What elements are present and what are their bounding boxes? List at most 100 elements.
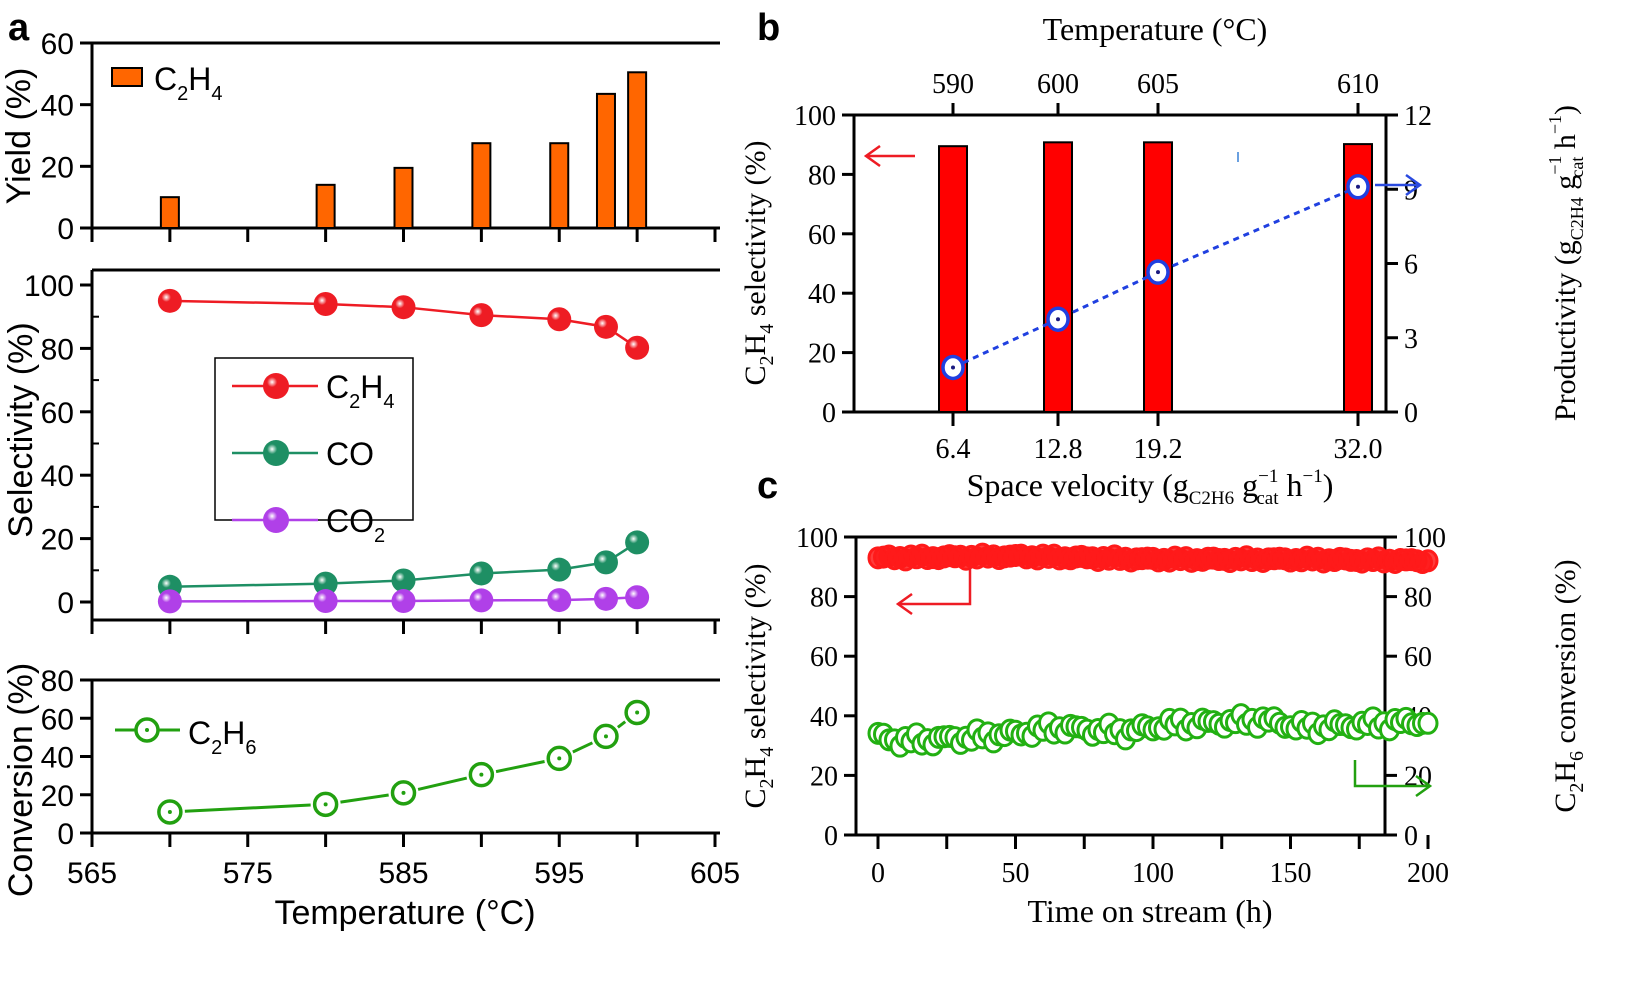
conversion-y-tick-label: 60 [41, 703, 74, 736]
panel-c-right-arrow [1353, 760, 1433, 798]
panel-c-x-tick-label: 100 [1132, 858, 1174, 889]
panel-b-right-axis-label: Productivity (gC2H4 g−1 cat h−1) [1545, 105, 1587, 421]
panel-b-left-tick-label: 80 [808, 160, 836, 191]
selectivity-point [1417, 549, 1439, 573]
productivity-line [952, 185, 1359, 369]
yield-y-tick-label: 60 [41, 28, 74, 61]
panel-b-bottom-axis-label: Space velocity (gC2H6 g−1 cat h−1) [967, 466, 1334, 509]
panel-c-left-tick-label: 40 [810, 702, 838, 733]
legend-marker-c2h4 [263, 373, 289, 399]
conversion-point-center [479, 772, 484, 777]
conversion-legend-label: C2H6 [188, 715, 256, 759]
conversion-line-segment [616, 720, 627, 729]
productivity-point-center [1156, 270, 1160, 275]
selectivity-subplot: 0 20 40 60 80 100 Selectivity (%) C2H4 CO CO2 [2, 268, 720, 634]
x-tick-label: 595 [534, 857, 584, 890]
panel-b-left-axis-label: C2H4 selectivity (%) [739, 141, 778, 386]
panel-a-x-axis-label: Temperature (°C) [274, 894, 535, 932]
panel-c-x-axis-label: Time on stream (h) [1027, 893, 1272, 929]
panel-b-frame [852, 113, 1388, 414]
conversion-line-segment [340, 793, 389, 804]
legend-marker-co2 [263, 507, 289, 533]
yield-bar [595, 92, 616, 229]
selectivity-point-co2 [391, 589, 416, 614]
panel-b: b Temperature (°C) 020406080100036912590… [739, 7, 1587, 509]
panel-c-right-tick-label: 0 [1404, 821, 1418, 852]
panel-b-right-tick-label: 6 [1404, 250, 1418, 281]
yield-legend-swatch [111, 67, 143, 87]
selectivity-y-tick-label: 0 [57, 587, 74, 620]
panel-b-top-tick-label: 605 [1137, 69, 1179, 100]
panel-b-top-tick-label: 610 [1337, 69, 1379, 100]
selectivity-axis-label: Selectivity (%) [2, 322, 40, 537]
panel-c-left-axis-label: C2H4 selectivity (%) [739, 564, 778, 809]
conversion-line-segment [417, 776, 468, 791]
selectivity-point-c2h4 [469, 303, 494, 328]
panel-b-left-arrow [863, 144, 915, 168]
selectivity-point-c2h4 [391, 295, 416, 320]
panel-b-top-axis-label: Temperature (°C) [1043, 11, 1268, 47]
selectivity-y-tick-label: 80 [41, 333, 74, 366]
panel-a: a 0 20 40 60 Yield (%) C2H4 0 20 40 60 80 100 Se… [0, 7, 740, 932]
productivity-point-center [951, 365, 955, 370]
panel-label-c: c [757, 465, 778, 507]
panel-b-right-tick-label: 3 [1404, 324, 1418, 355]
yield-legend: C2H4 [111, 61, 222, 105]
panel-c-left-tick-label: 80 [810, 583, 838, 614]
conversion-line-segment [572, 741, 594, 754]
panel-b-left-tick-label: 20 [808, 339, 836, 370]
panel-c-right-tick-label: 80 [1404, 583, 1432, 614]
conversion-y-tick-label: 80 [41, 665, 74, 698]
panel-c-right-axis-label: C2H6 conversion (%) [1549, 559, 1588, 812]
yield-bar [549, 142, 570, 229]
panel-c-left-tick-label: 0 [824, 821, 838, 852]
conversion-legend: C2H6 [115, 715, 256, 759]
legend-label-co2: CO2 [326, 503, 385, 547]
legend-label-c2h4: C2H4 [326, 369, 394, 413]
selectivity-y-tick-label: 60 [41, 397, 74, 430]
selectivity-point-co [391, 568, 416, 593]
conversion-point-center [635, 710, 640, 715]
productivity-point-center [1056, 317, 1060, 322]
x-tick-label: 585 [378, 857, 428, 890]
conversion-point-center [603, 734, 608, 739]
selectivity-point-co [593, 550, 618, 575]
conversion-point-center [323, 802, 328, 807]
conversion-line-segment [495, 760, 545, 774]
conversion-point-center [557, 756, 562, 761]
panel-b-bottom-tick-label: 12.8 [1034, 434, 1083, 465]
conversion-point-center [401, 790, 406, 795]
selectivity-point-co2 [593, 586, 618, 611]
yield-y-tick-label: 40 [41, 90, 74, 123]
conversion-y-tick-label: 40 [41, 742, 74, 775]
panel-label-b: b [757, 7, 780, 49]
conversion-axis-label: Conversion (%) [2, 663, 40, 897]
panel-c-frame [854, 535, 1387, 837]
yield-axis-label: Yield (%) [0, 68, 38, 205]
selectivity-point-co2 [469, 588, 494, 613]
productivity-point-center [1356, 184, 1360, 189]
x-tick-label: 575 [223, 857, 273, 890]
yield-bar [159, 196, 180, 230]
selectivity-point-co2 [157, 589, 182, 614]
conversion-y-tick-label: 0 [57, 818, 74, 851]
yield-subplot: 0 20 40 60 Yield (%) C2H4 [0, 28, 720, 246]
yield-legend-label: C2H4 [154, 61, 222, 105]
conversion-line-segment [184, 803, 311, 813]
selectivity-point-co [625, 530, 650, 555]
selectivity-point-c2h4 [547, 307, 572, 332]
yield-bar [471, 142, 492, 229]
selectivity-point-c2h4 [313, 292, 338, 317]
conversion-point-center [167, 809, 172, 814]
selectivity-bar [1043, 141, 1073, 413]
selectivity-point-c2h4 [625, 335, 650, 360]
panel-b-left-tick-label: 0 [822, 398, 836, 429]
x-tick-label: 565 [67, 857, 117, 890]
conversion-point [1417, 711, 1439, 735]
panel-c-left-arrow [895, 568, 972, 616]
panel-c-x-tick-label: 200 [1407, 858, 1449, 889]
selectivity-point-co [547, 557, 572, 582]
selectivity-y-tick-label: 40 [41, 460, 74, 493]
